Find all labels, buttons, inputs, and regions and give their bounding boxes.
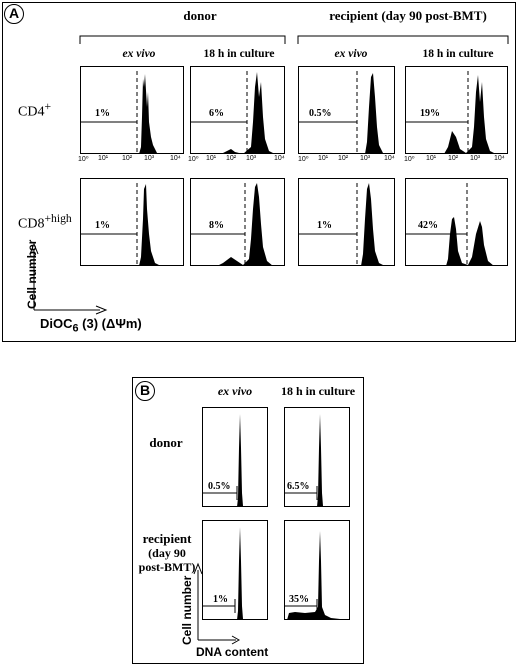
panel-a-axis-arrows — [29, 242, 108, 315]
hist-cd4-recipient-culture: 19% — [405, 66, 508, 154]
pct-label: 19% — [420, 108, 440, 119]
panel-b-x-axis-label: DNA content — [196, 645, 269, 659]
group-brackets — [79, 35, 509, 44]
pct-label: 1% — [213, 594, 228, 605]
col-header-exvivo: ex vivo — [217, 384, 253, 398]
hist-cd8-recipient-exvivo: 1% — [298, 178, 395, 266]
col-header-exvivo-donor: ex vivo — [122, 48, 156, 60]
hist-b-donor-exvivo: 0.5% — [202, 407, 268, 507]
hist-cd8-donor-exvivo: 1% — [80, 178, 184, 266]
row-label-cd8: CD8+high — [18, 212, 72, 232]
pct-label: 1% — [95, 108, 110, 119]
panel-b — [132, 377, 364, 664]
pct-label: 42% — [418, 220, 438, 231]
row-label-cd4: CD4+ — [18, 100, 52, 120]
col-header-culture: 18 h in culture — [280, 384, 356, 398]
hist-cd4-donor-culture: 6% — [190, 66, 285, 154]
tick-row1: 10⁰ 10¹ 10² 10³ 10⁴ 10⁰ 10¹ 10² 10³ 10⁴ … — [78, 155, 505, 163]
row-label-recipient: recipient (day 90 post-BMT) — [138, 531, 196, 575]
panel-b-label: B — [135, 381, 155, 401]
pct-label: 8% — [209, 220, 224, 231]
hist-b-recipient-culture: 35% — [284, 520, 350, 620]
pct-label: 0.5% — [309, 108, 332, 119]
pct-label: 1% — [317, 220, 332, 231]
pct-label: 35% — [289, 594, 309, 605]
hist-cd8-donor-culture: 8% — [190, 178, 285, 266]
hist-b-donor-culture: 6.5% — [284, 407, 350, 507]
pct-label: 6% — [209, 108, 224, 119]
panel-b-y-axis-label: Cell number — [180, 575, 194, 645]
col-header-exvivo-recipient: ex vivo — [334, 48, 368, 60]
panel-a-x-axis-label: DiOC6 (3) (ΔΨm) — [40, 316, 142, 335]
col-header-culture-recipient: 18 h in culture — [422, 48, 494, 60]
panel-b-axis-arrows — [193, 562, 240, 645]
hist-b-recipient-exvivo: 1% — [202, 520, 268, 620]
col-header-culture-donor: 18 h in culture — [203, 48, 275, 60]
pct-label: 6.5% — [287, 481, 310, 492]
hist-cd4-donor-exvivo: 1% — [80, 66, 184, 154]
pct-label: 0.5% — [208, 481, 231, 492]
group-donor-header: donor — [183, 8, 217, 23]
group-recipient-header: recipient (day 90 post-BMT) — [329, 8, 487, 23]
hist-cd4-recipient-exvivo: 0.5% — [298, 66, 395, 154]
panel-a — [2, 2, 516, 342]
row-label-donor: donor — [149, 435, 183, 450]
panel-a-label: A — [4, 4, 24, 24]
panel-a-y-axis-label: Cell number — [25, 239, 39, 309]
hist-cd8-recipient-culture: 42% — [405, 178, 508, 266]
pct-label: 1% — [95, 220, 110, 231]
